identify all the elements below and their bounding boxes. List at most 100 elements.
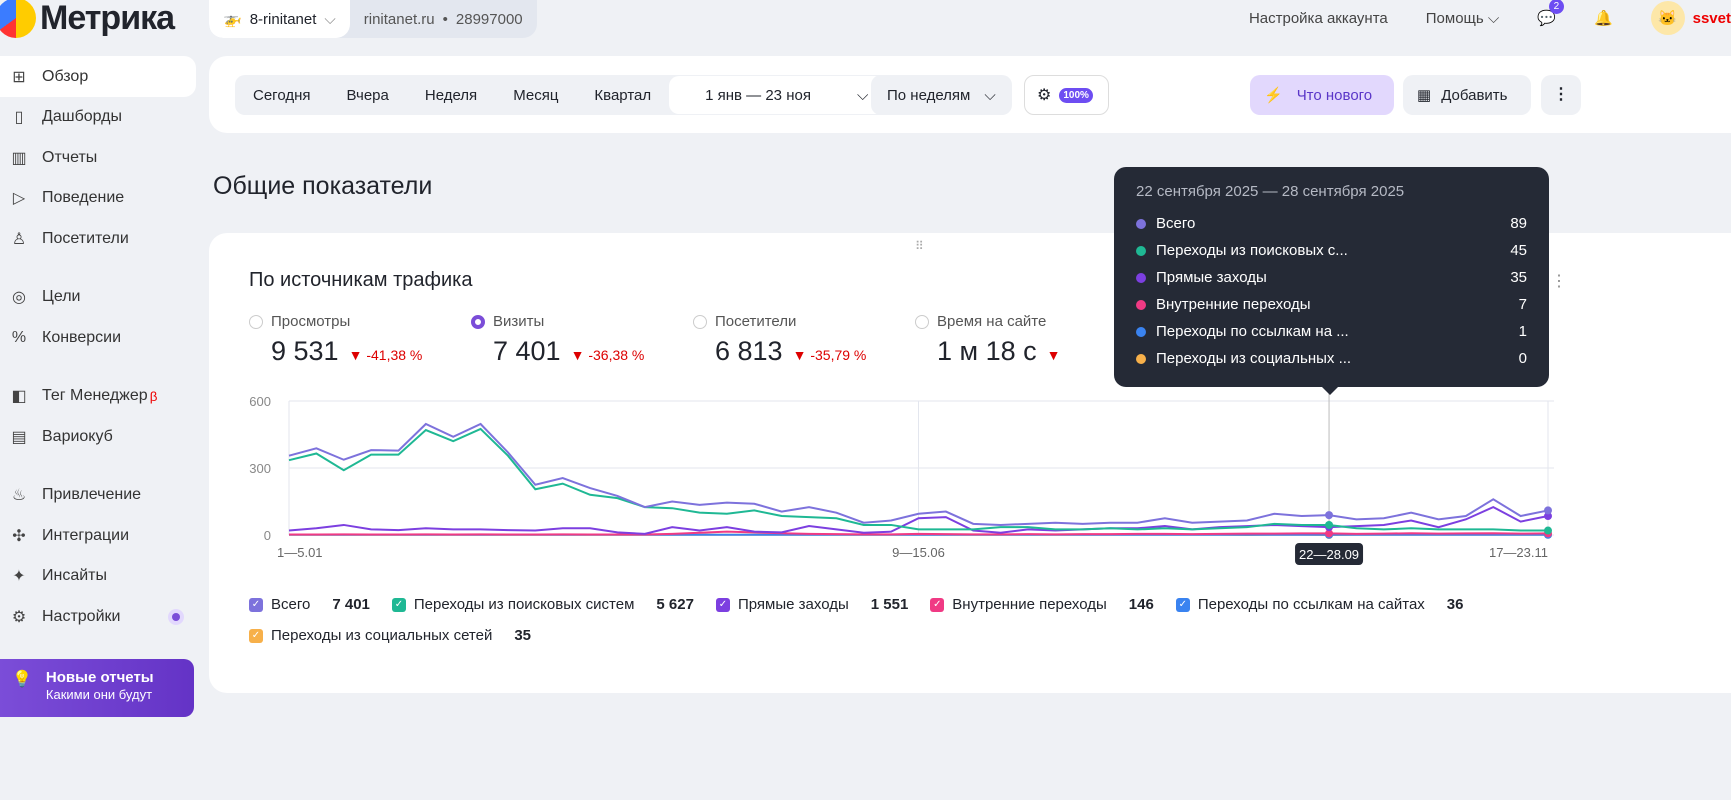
checkbox-icon[interactable]: ✓: [391, 597, 406, 612]
account-settings-link[interactable]: Настройка аккаунта: [1248, 9, 1388, 27]
metric-radio[interactable]: [471, 314, 485, 329]
tooltip-series: Внутренние переходы: [1156, 296, 1311, 313]
checkbox-icon[interactable]: ✓: [249, 597, 263, 612]
metric-radio[interactable]: [915, 314, 929, 329]
user-name[interactable]: ssvet: [1692, 9, 1731, 27]
sidebar-item[interactable]: ✣ Интеграции: [0, 516, 196, 557]
legend-name: Внутренние переходы: [952, 596, 1107, 613]
logo-text: Метрика: [40, 0, 175, 37]
gear-icon: ⚙: [11, 608, 27, 626]
tooltip-value: 1: [1518, 323, 1527, 340]
lightbulb-icon: 💡: [12, 671, 32, 688]
drag-handle-icon[interactable]: ⠿: [915, 239, 924, 253]
sidebar-item[interactable]: ♙ Посетители: [0, 219, 196, 260]
tooltip-row: Внутренние переходы 7: [1136, 291, 1527, 318]
legend-name: Переходы из поисковых систем: [413, 596, 635, 613]
x-tick-label: 17—23.11: [1489, 545, 1548, 560]
sidebar-item[interactable]: ▯ Дашборды: [0, 97, 196, 138]
sidebar-item[interactable]: ▷ Поведение: [0, 178, 196, 219]
down-arrow-icon: ▼: [792, 347, 807, 363]
metric-radio[interactable]: [249, 314, 263, 329]
end-point: [1544, 506, 1552, 515]
traffic-chart[interactable]: 0 300 600 1—5.01 9—15.06 17—23.11 22—28.09: [209, 233, 1731, 593]
period-today[interactable]: Сегодня: [253, 86, 311, 104]
sparkle-icon: ✦: [12, 568, 26, 586]
date-range-picker[interactable]: 1 янв — 23 ноя ⌵: [669, 76, 905, 114]
series-dot: [1136, 299, 1146, 310]
x-tick-label: 1—5.01: [277, 545, 323, 560]
sidebar-item[interactable]: ◎ Цели: [0, 277, 196, 318]
end-point: [1544, 512, 1552, 521]
messages-badge: 2: [1548, 0, 1564, 14]
filter-button[interactable]: ⚙ 100%: [1024, 75, 1109, 115]
checkbox-icon[interactable]: ✓: [930, 597, 945, 612]
more-icon[interactable]: ⋮: [1541, 75, 1581, 115]
tooltip-value: 0: [1518, 350, 1527, 367]
avatar[interactable]: 🐱: [1650, 1, 1685, 35]
legend-total: 35: [514, 627, 532, 644]
sidebar-item[interactable]: ▤ Вариокуб: [0, 417, 196, 458]
legend-name: Переходы по ссылкам на сайтах: [1197, 596, 1425, 613]
chevron-down-icon: ⌵: [856, 86, 869, 104]
whats-new-button[interactable]: ⚡ Что нового: [1250, 75, 1394, 115]
sidebar-item-label: Цели: [42, 288, 81, 306]
legend-item[interactable]: ✓ Переходы из социальных сетей 35: [249, 627, 531, 644]
legend-item[interactable]: ✓ Переходы по ссылкам на сайтах 36: [1175, 596, 1464, 613]
metric-value: 1 м 18 с: [937, 336, 1037, 366]
period-quarter[interactable]: Квартал: [594, 86, 652, 104]
messages-icon[interactable]: 💬 2: [1537, 0, 1564, 27]
sidebar-item[interactable]: % Конверсии: [0, 318, 196, 359]
tooltip-row: Переходы из социальных ... 0: [1136, 345, 1527, 372]
lightning-icon: ⚡: [1264, 87, 1283, 104]
counter-selector[interactable]: 🚁 8-rinitanet ⌵ rinitanet.ru • 28997000: [209, 0, 537, 38]
down-arrow-icon: ▼: [1046, 347, 1061, 363]
legend-item[interactable]: ✓ Переходы из поисковых систем 5 627: [391, 596, 694, 613]
sidebar-item[interactable]: ♨ Привлечение: [0, 475, 196, 516]
hover-point: [1325, 520, 1334, 529]
tag-icon: ◧: [11, 388, 27, 406]
metric-change: -41,38 %: [366, 347, 423, 363]
sidebar-item-label: Посетители: [42, 229, 129, 247]
widget-menu-icon[interactable]: ⋮: [1551, 273, 1567, 290]
hover-point: [1325, 529, 1334, 538]
logo[interactable]: Метрика: [0, 0, 175, 38]
legend-item[interactable]: ✓ Внутренние переходы 146: [930, 596, 1154, 613]
legend-name: Всего: [271, 596, 311, 613]
metric-tab[interactable]: Просмотры 9 531 ▼ -41,38 %: [249, 313, 471, 367]
legend-item[interactable]: ✓ Всего 7 401: [249, 596, 370, 613]
help-menu[interactable]: Помощь ⌵: [1425, 9, 1500, 27]
add-button[interactable]: ▦ Добавить: [1403, 75, 1531, 115]
sidebar-item[interactable]: ✦ Инсайты: [0, 556, 196, 597]
checkbox-icon[interactable]: ✓: [1175, 597, 1190, 612]
tooltip-value: 35: [1510, 269, 1527, 286]
metric-radio[interactable]: [693, 314, 707, 329]
widget-title: По источникам трафика: [249, 269, 473, 291]
metric-tab[interactable]: Посетители 6 813 ▼ -35,79 %: [693, 313, 915, 367]
period-month[interactable]: Месяц: [513, 86, 559, 104]
period-yesterday[interactable]: Вчера: [346, 86, 389, 104]
sidebar-item-label: Инсайты: [42, 567, 107, 585]
metric-tab[interactable]: Время на сайте 1 м 18 с ▼: [915, 313, 1137, 367]
series-dot: [1136, 272, 1146, 283]
percent-icon: %: [11, 328, 27, 346]
sidebar-item-label: Обзор: [42, 67, 89, 85]
sidebar-item[interactable]: ▥ Отчеты: [0, 138, 196, 179]
bell-icon[interactable]: 🔔: [1593, 10, 1613, 27]
sidebar-item[interactable]: ⊞ Обзор: [0, 56, 196, 97]
sidebar-item[interactable]: ◧ Тег Менеджер β: [0, 376, 196, 417]
legend-total: 1 551: [870, 596, 909, 613]
metric-label: Просмотры: [271, 313, 351, 330]
checkbox-icon[interactable]: ✓: [249, 628, 263, 643]
period-week[interactable]: Неделя: [424, 86, 478, 104]
new-reports-promo[interactable]: 💡 Новые отчеты Какими они будут: [0, 659, 194, 717]
sliders-icon: ⚙: [1037, 87, 1052, 104]
series-dot: [1136, 326, 1146, 337]
sidebar-item[interactable]: ⚙ Настройки: [0, 597, 196, 638]
checkbox-icon[interactable]: ✓: [715, 597, 730, 612]
legend-total: 36: [1446, 596, 1464, 613]
sampling-badge: 100%: [1059, 87, 1093, 103]
metric-tab[interactable]: Визиты 7 401 ▼ -36,38 %: [471, 313, 693, 367]
grouping-select[interactable]: По неделям ⌵: [871, 75, 1012, 115]
hover-point: [1325, 511, 1334, 520]
legend-item[interactable]: ✓ Прямые заходы 1 551: [715, 596, 909, 613]
